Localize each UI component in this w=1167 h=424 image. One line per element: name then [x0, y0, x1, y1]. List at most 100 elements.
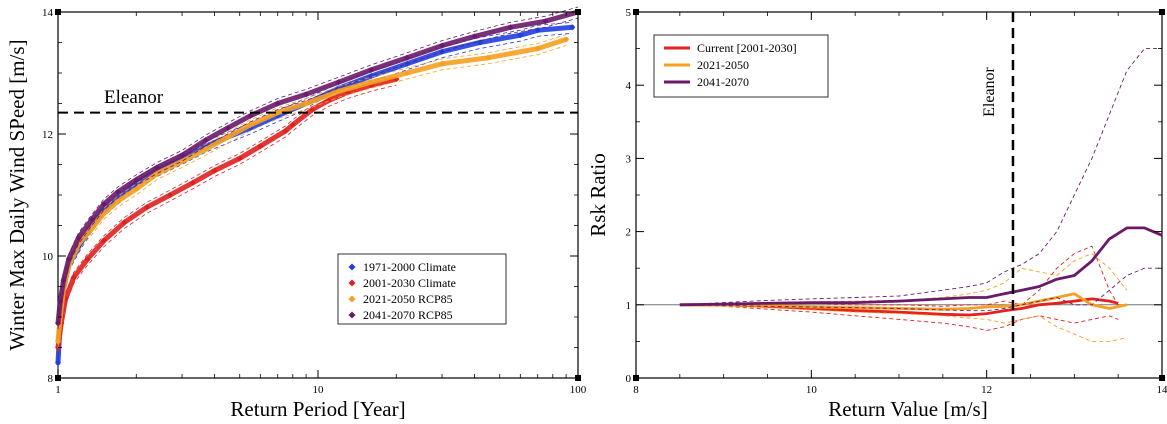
left-point-2021-2050-rcp85: [202, 146, 209, 153]
right-y-tick-label: 2: [626, 227, 632, 239]
left-point-2001-2030-climate: [309, 106, 316, 113]
left-legend-label: 1971-2000 Climate: [363, 260, 456, 274]
right-x-tick-label: 10: [806, 384, 818, 396]
right-corner-marker: [1159, 9, 1165, 15]
left-point-2021-2050-rcp85: [303, 100, 310, 107]
left-point-2041-2070-rcp85: [274, 100, 281, 107]
left-point-2021-2050-rcp85: [563, 36, 570, 43]
eleanor-vertical-annotation: Eleanor: [981, 66, 998, 116]
right-lower-bound-current-2001-2030-: [679, 304, 1119, 331]
left-corner-marker: [575, 375, 581, 381]
left-point-2021-2050-rcp85: [368, 79, 375, 86]
left-legend-marker: [348, 263, 356, 271]
left-point-2001-2030-climate: [167, 192, 174, 198]
left-point-2041-2070-rcp85: [114, 188, 121, 195]
left-point-2041-2070-rcp85: [133, 176, 140, 183]
left-point-2041-2070-rcp85: [247, 112, 254, 119]
left-legend: 1971-2000 Climate 2001-2030 Climate 2021-2…: [337, 253, 507, 325]
right-series-line-2041-2070: [679, 226, 1163, 307]
left-point-2041-2070-rcp85: [57, 298, 64, 305]
left-point-2021-2050-rcp85: [114, 198, 121, 205]
left-point-2001-2030-climate: [257, 143, 264, 150]
right-x-axis-label: Return Value [m/s]: [828, 397, 987, 421]
right-x-tick-label: 8: [633, 384, 639, 396]
left-point-2001-2030-climate: [84, 256, 91, 263]
left-point-2041-2070-rcp85: [335, 79, 342, 86]
left-point-2041-2070-rcp85: [60, 277, 67, 284]
right-data-marks: [636, 48, 1163, 342]
left-point-2041-2070-rcp85: [471, 33, 478, 40]
left-point-2021-2050-rcp85: [439, 60, 446, 67]
left-point-2021-2050-rcp85: [335, 88, 342, 95]
left-point-2041-2070-rcp85: [542, 18, 549, 25]
right-y-tick-label: 4: [626, 80, 632, 92]
left-axis-ticks: 1 10 100 8 10 12 14: [42, 7, 587, 396]
left-legend-marker: [348, 295, 356, 303]
left-point-1971-2000-climate: [368, 73, 375, 80]
right-y-axis-label: Rsk Ratio: [586, 153, 610, 236]
left-legend-label: 2001-2030 Climate: [363, 276, 456, 290]
right-legend-label: 2041-2070: [697, 75, 749, 89]
left-corner-marker: [55, 9, 61, 15]
left-x-tick-label: 100: [570, 384, 587, 396]
left-upper-bound-2001-2030-climate: [57, 73, 397, 343]
left-legend-label: 2041-2070 RCP85: [363, 308, 453, 322]
left-lower-bound-2001-2030-climate: [57, 84, 397, 354]
left-point-1971-2000-climate: [55, 359, 61, 366]
left-point-2041-2070-rcp85: [100, 201, 107, 208]
left-point-2021-2050-rcp85: [534, 45, 541, 52]
left-point-2041-2070-rcp85: [404, 54, 411, 61]
left-panel: 1 10 100 8 10 12 14 Eleanor Return Period [Yea…: [5, 6, 587, 421]
left-point-2041-2070-rcp85: [224, 124, 231, 131]
left-point-2001-2030-climate: [100, 237, 107, 244]
left-point-2001-2030-climate: [70, 274, 77, 281]
right-x-tick-label: 12: [981, 384, 992, 396]
left-corner-marker: [55, 375, 61, 381]
left-legend-label: 2021-2050 RCP85: [363, 292, 453, 306]
left-point-2041-2070-rcp85: [65, 256, 72, 263]
left-point-2041-2070-rcp85: [75, 234, 82, 241]
right-y-tick-label: 1: [626, 300, 632, 312]
right-legend: Current [2001-2030] 2021-2050 2041-2070: [653, 34, 829, 98]
left-data-marks: [55, 6, 581, 369]
left-point-2021-2050-rcp85: [247, 121, 254, 128]
right-corner-marker: [633, 375, 639, 381]
right-x-tick-label: 14: [1157, 384, 1167, 396]
right-lower-bound-2021-2050: [679, 304, 1127, 342]
left-legend-marker: [348, 311, 356, 319]
right-corner-marker: [633, 9, 639, 15]
left-y-tick-label: 8: [48, 373, 54, 385]
right-y-tick-label: 5: [626, 7, 632, 19]
right-upper-bound-current-2001-2030-: [679, 245, 1119, 307]
left-point-2041-2070-rcp85: [303, 91, 310, 98]
left-point-2041-2070-rcp85: [507, 24, 514, 31]
right-legend-label: 2021-2050: [697, 58, 749, 72]
right-lower-bound-2041-2070: [679, 267, 1162, 312]
eleanor-annotation: Eleanor: [104, 87, 164, 108]
left-point-2041-2070-rcp85: [368, 66, 375, 73]
left-point-2041-2070-rcp85: [88, 216, 95, 223]
left-point-2021-2050-rcp85: [274, 109, 281, 116]
left-point-2001-2030-climate: [236, 155, 243, 162]
left-point-2021-2050-rcp85: [404, 70, 411, 76]
left-point-2041-2070-rcp85: [153, 164, 160, 171]
left-point-2021-2050-rcp85: [224, 134, 231, 141]
right-y-tick-label: 0: [626, 373, 632, 385]
right-corner-marker: [1159, 375, 1165, 381]
left-y-tick-label: 10: [42, 251, 54, 263]
left-point-2041-2070-rcp85: [179, 152, 186, 159]
left-lower-bound-1971-2000-climate: [57, 32, 573, 369]
left-point-2021-2050-rcp85: [153, 170, 160, 177]
left-point-2041-2070-rcp85: [439, 42, 446, 49]
left-x-axis-label: Return Period [Year]: [230, 397, 405, 421]
right-y-tick-label: 3: [626, 153, 632, 165]
left-point-2021-2050-rcp85: [133, 185, 140, 192]
left-point-2001-2030-climate: [289, 121, 296, 128]
left-point-2001-2030-climate: [144, 204, 151, 211]
left-y-tick-label: 14: [42, 7, 54, 19]
left-series-band-2041-2070-rcp85: [55, 9, 581, 326]
left-point-2001-2030-climate: [189, 179, 196, 186]
